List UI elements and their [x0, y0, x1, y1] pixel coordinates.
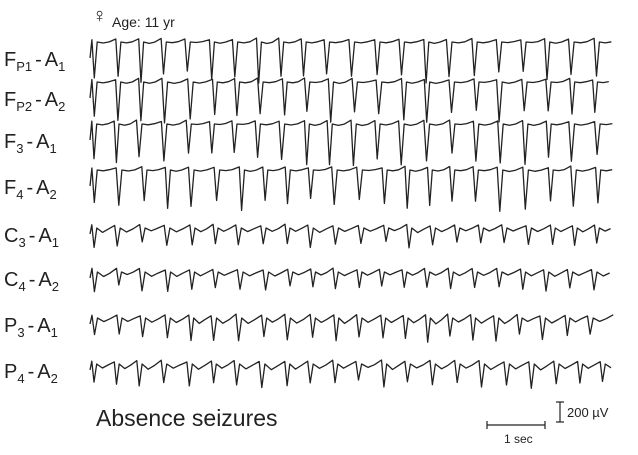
eeg-trace [89, 223, 611, 249]
amplitude-scale-label: 200 µV [567, 405, 609, 420]
electrode-subscript: 3 [18, 235, 25, 250]
reference-letter: A [45, 89, 59, 111]
channel-label: C3- A1 [4, 225, 59, 250]
channel-label: P3- A1 [4, 315, 58, 340]
time-scale-label: 1 sec [504, 432, 533, 446]
eeg-trace [89, 37, 612, 84]
reference-subscript: 1 [52, 235, 59, 250]
eeg-trace [89, 119, 613, 167]
channel-label: FP2- A2 [4, 89, 65, 114]
reference-subscript: 1 [58, 59, 65, 74]
electrode-subscript: 4 [16, 187, 23, 202]
reference-letter: A [37, 315, 51, 337]
separator: - [29, 225, 36, 247]
electrode-letter: F [4, 89, 16, 111]
electrode-subscript: 3 [17, 325, 24, 340]
electrode-letter: F [4, 177, 16, 199]
separator: - [28, 315, 35, 337]
electrode-letter: F [4, 49, 16, 71]
reference-letter: A [38, 225, 52, 247]
channel-label: C4- A2 [4, 269, 59, 294]
age-label: Age: 11 yr [112, 14, 175, 30]
reference-letter: A [36, 131, 50, 153]
electrode-letter: C [4, 225, 18, 247]
electrode-letter: P [4, 315, 17, 337]
reference-letter: A [45, 49, 59, 71]
reference-letter: A [36, 177, 50, 199]
reference-subscript: 2 [58, 99, 65, 114]
electrode-subscript: 4 [17, 371, 24, 386]
reference-subscript: 1 [49, 141, 56, 156]
reference-subscript: 2 [52, 279, 59, 294]
electrode-letter: P [4, 361, 17, 383]
reference-letter: A [38, 269, 52, 291]
separator: - [35, 49, 42, 71]
channel-label: FP1- A1 [4, 49, 65, 74]
channel-label: F4- A2 [4, 177, 57, 202]
sex-symbol: ♀ [92, 5, 107, 27]
reference-subscript: 2 [49, 187, 56, 202]
separator: - [26, 131, 33, 153]
electrode-letter: F [4, 131, 16, 153]
separator: - [28, 361, 35, 383]
eeg-trace [89, 77, 609, 124]
channel-label: F3- A1 [4, 131, 57, 156]
electrode-subscript: 4 [18, 279, 25, 294]
electrode-subscript: P2 [16, 99, 32, 114]
eeg-trace [89, 165, 613, 212]
reference-subscript: 1 [51, 325, 58, 340]
eeg-trace [89, 359, 612, 389]
caption: Absence seizures [96, 405, 278, 431]
reference-letter: A [37, 361, 51, 383]
reference-subscript: 2 [51, 371, 58, 386]
separator: - [35, 89, 42, 111]
separator: - [29, 269, 36, 291]
electrode-subscript: 3 [16, 141, 23, 156]
separator: - [26, 177, 33, 199]
eeg-trace [89, 267, 610, 293]
eeg-trace [89, 313, 614, 343]
channel-label: P4- A2 [4, 361, 58, 386]
electrode-subscript: P1 [16, 59, 32, 74]
electrode-letter: C [4, 269, 18, 291]
